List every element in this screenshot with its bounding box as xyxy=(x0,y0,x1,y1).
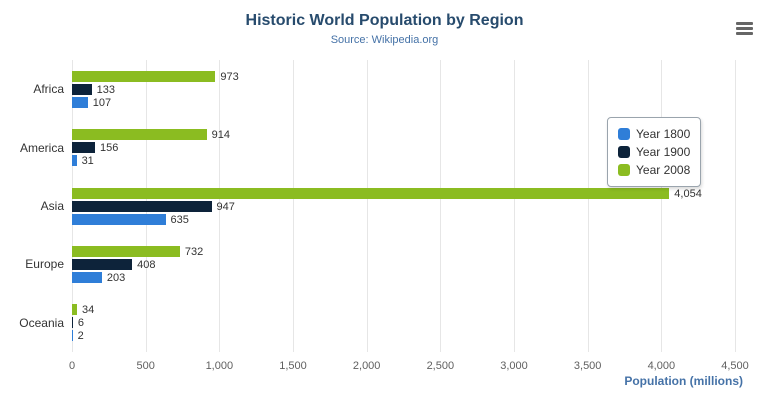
bar-value-label: 732 xyxy=(184,245,204,258)
legend-item-year-1800[interactable]: Year 1800 xyxy=(618,125,690,143)
bar-value-label: 34 xyxy=(82,304,95,317)
chart-title: Historic World Population by Region xyxy=(245,12,524,29)
bar-value-label: 4,054 xyxy=(674,187,702,200)
x-tick-label: 4,000 xyxy=(647,360,676,372)
x-tick-label: 4,500 xyxy=(721,360,749,372)
legend-item-year-2008[interactable]: Year 2008 xyxy=(618,161,690,179)
chart-subtitle: Source: Wikipedia.org xyxy=(330,34,439,46)
gridline xyxy=(219,60,221,352)
bar-asia-year-2008[interactable] xyxy=(72,187,670,199)
x-tick-label: 500 xyxy=(136,360,155,372)
bar-asia-year-1800[interactable] xyxy=(72,213,166,225)
legend-label: Year 2008 xyxy=(636,163,691,177)
category-label-asia: Asia xyxy=(40,199,64,213)
legend-item-year-1900[interactable]: Year 1900 xyxy=(618,143,690,161)
bar-africa-year-1900[interactable] xyxy=(72,83,92,95)
bar-oceania-year-1900[interactable] xyxy=(72,317,73,329)
bar-value-label: 635 xyxy=(170,213,189,226)
menu-bar xyxy=(736,27,753,30)
x-axis-title: Population (millions) xyxy=(624,374,743,388)
bar-oceania-year-1800[interactable] xyxy=(72,330,73,342)
x-tick-label: 3,500 xyxy=(573,360,602,372)
gridline xyxy=(293,60,294,352)
bar-value-label: 6 xyxy=(77,317,84,330)
bar-america-year-2008[interactable] xyxy=(72,129,207,141)
bar-value-label: 973 xyxy=(220,70,239,83)
legend-symbol xyxy=(618,164,630,176)
bar-value-label: 947 xyxy=(216,200,235,213)
x-tick-label: 2,500 xyxy=(426,360,455,372)
gridline xyxy=(735,60,736,352)
bar-value-label: 31 xyxy=(81,155,94,168)
bar-america-year-1900[interactable] xyxy=(72,142,95,154)
bar-value-label: 914 xyxy=(211,129,231,142)
plot-area: 0 500 1,000 1,500 2,000 2,500 3,000 3,500 4,000 4… xyxy=(19,60,749,372)
category-label-europe: Europe xyxy=(25,257,64,272)
bar-africa-year-1800[interactable] xyxy=(72,96,88,108)
legend: Year 1800 Year 1900 Year 2008 xyxy=(607,117,702,187)
category-label-america: America xyxy=(19,140,64,155)
bar-europe-year-1900[interactable] xyxy=(72,258,133,270)
gridline xyxy=(514,60,515,352)
legend-label: Year 1800 xyxy=(636,127,691,141)
hamburger-menu-icon[interactable] xyxy=(736,22,753,37)
bar-asia-year-1900[interactable] xyxy=(72,200,212,212)
bar-value-label: 133 xyxy=(96,83,115,96)
bar-value-label: 203 xyxy=(106,271,126,284)
bar-value-label: 156 xyxy=(99,142,119,155)
bar-europe-year-1800[interactable] xyxy=(72,271,102,283)
x-tick-label: 1,000 xyxy=(205,360,234,372)
gridline xyxy=(366,60,368,352)
bar-africa-year-2008[interactable] xyxy=(72,70,216,82)
bar-value-label: 2 xyxy=(77,330,84,343)
bar-value-label: 408 xyxy=(137,258,156,271)
legend-label: Year 1900 xyxy=(636,145,691,159)
x-tick-label: 2,000 xyxy=(352,360,381,372)
bar-oceania-year-2008[interactable] xyxy=(72,304,77,316)
category-label-oceania: Oceania xyxy=(19,315,64,330)
menu-bar xyxy=(736,32,753,35)
bar-value-label: 107 xyxy=(92,96,112,109)
bar-america-year-1800[interactable] xyxy=(72,155,77,167)
gridline xyxy=(587,60,589,352)
legend-symbol xyxy=(618,146,630,158)
legend-symbol xyxy=(618,128,630,140)
gridline xyxy=(440,60,442,352)
x-tick-label: 0 xyxy=(68,360,76,372)
gridline xyxy=(661,60,663,352)
menu-bar xyxy=(736,22,753,25)
x-tick-label: 1,500 xyxy=(279,360,307,372)
bar-europe-year-2008[interactable] xyxy=(72,245,180,257)
category-label-africa: Africa xyxy=(33,82,64,97)
x-tick-label: 3,000 xyxy=(500,360,528,372)
